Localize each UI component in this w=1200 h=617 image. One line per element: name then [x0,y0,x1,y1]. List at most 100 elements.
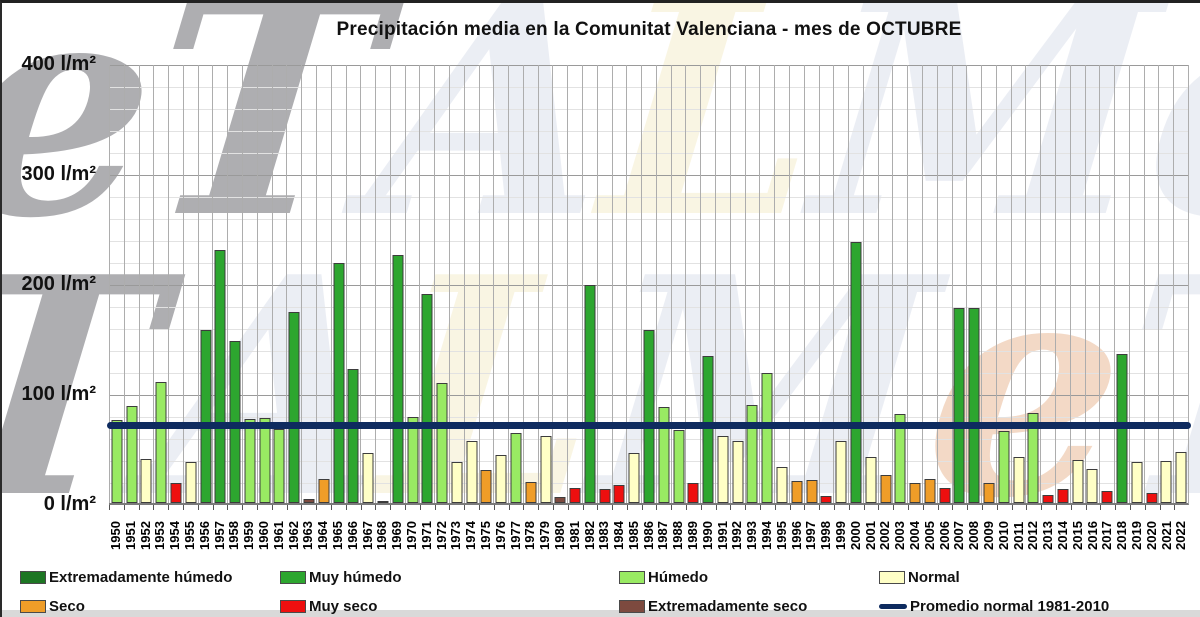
x-tick-label: 1960 [255,521,271,551]
bar-1979 [540,436,552,503]
year-column [1069,65,1085,503]
x-tick-label: 2013 [1040,521,1056,551]
x-tick-label: 1989 [685,521,701,551]
minor-gridline [109,109,1188,110]
x-tick [641,505,657,510]
legend-label: Húmedo [648,568,708,586]
bar-2004 [909,483,921,503]
x-tick [1041,505,1056,510]
bar-1985 [628,453,640,503]
x-tick [419,505,435,510]
x-tick [567,505,583,510]
bar-1973 [451,462,463,503]
year-column [271,65,287,503]
promedio-reference-line [107,422,1191,429]
x-tick-label: 1988 [670,521,686,551]
x-tick [330,505,346,510]
year-column [1114,65,1129,503]
year-column [138,65,154,503]
x-tick-label: 2005 [921,521,937,551]
bar-2022 [1175,452,1187,503]
year-column [330,65,346,503]
year-column [729,65,745,503]
x-tick [493,505,509,510]
bar-1980 [554,497,566,503]
bar-2006 [939,488,951,503]
year-column [182,65,198,503]
x-tick [760,505,775,510]
x-axis-ticks [109,505,1189,510]
x-tick [1144,505,1160,510]
x-tick-label: 2009 [981,521,997,551]
year-column [1040,65,1055,503]
bar-1978 [525,482,537,503]
x-tick [582,505,598,510]
x-tick [834,505,849,510]
year-column [567,65,582,503]
bar-columns [109,65,1188,503]
year-column [123,65,139,503]
year-column [345,65,361,503]
x-tick [375,505,390,510]
x-tick-label: 1961 [270,521,286,551]
x-tick-label: 2008 [966,521,982,551]
minor-gridline [109,329,1188,330]
x-tick-label: 1974 [463,521,479,551]
minor-gridline [109,307,1188,308]
x-tick [1056,505,1071,510]
minor-gridline [109,219,1188,220]
bar-1957 [214,250,226,503]
x-tick [271,505,287,510]
x-tick [449,505,464,510]
x-tick [863,505,879,510]
year-column [670,65,686,503]
x-tick-label: 1995 [773,521,789,551]
x-tick [1085,505,1101,510]
bar-1971 [421,294,433,503]
x-tick [1174,505,1189,510]
x-tick-label: 1990 [699,521,715,551]
x-tick [804,505,819,510]
legend-color-swatch [280,570,306,584]
year-column [596,65,612,503]
major-gridline [109,175,1188,176]
year-column [611,65,627,503]
x-tick [1011,505,1027,510]
x-tick-label: 2022 [1173,521,1189,551]
x-tick [982,505,997,510]
x-tick [242,505,257,510]
bar-2000 [850,242,862,503]
legend-label: Muy seco [309,597,378,615]
legend-color-swatch [280,599,306,613]
x-tick [1100,505,1115,510]
bar-1990 [702,356,714,503]
legend-label: Normal [908,568,960,586]
bar-2012 [1027,413,1039,503]
x-tick [197,505,213,510]
bar-1994 [761,373,773,503]
bar-1953 [155,382,167,503]
x-tick [967,505,982,510]
bar-1974 [466,441,478,503]
x-tick-label: 1955 [181,521,197,551]
bar-1981 [569,488,581,503]
year-column [360,65,375,503]
legend-line-swatch [879,603,907,609]
year-column [848,65,863,503]
year-column [522,65,538,503]
year-column [197,65,213,503]
bar-1955 [185,462,197,503]
x-tick-label: 2019 [1128,521,1144,551]
x-tick [848,505,864,510]
x-tick-label: 1965 [329,521,345,551]
y-tick-label: 100 l/m² [21,383,96,405]
bar-2013 [1042,495,1054,503]
bar-1962 [288,312,300,503]
bar-1987 [658,407,670,503]
x-tick [597,505,612,510]
year-column [478,65,494,503]
bar-1998 [820,496,832,503]
year-column [463,65,479,503]
x-tick-label: 1999 [833,521,849,551]
